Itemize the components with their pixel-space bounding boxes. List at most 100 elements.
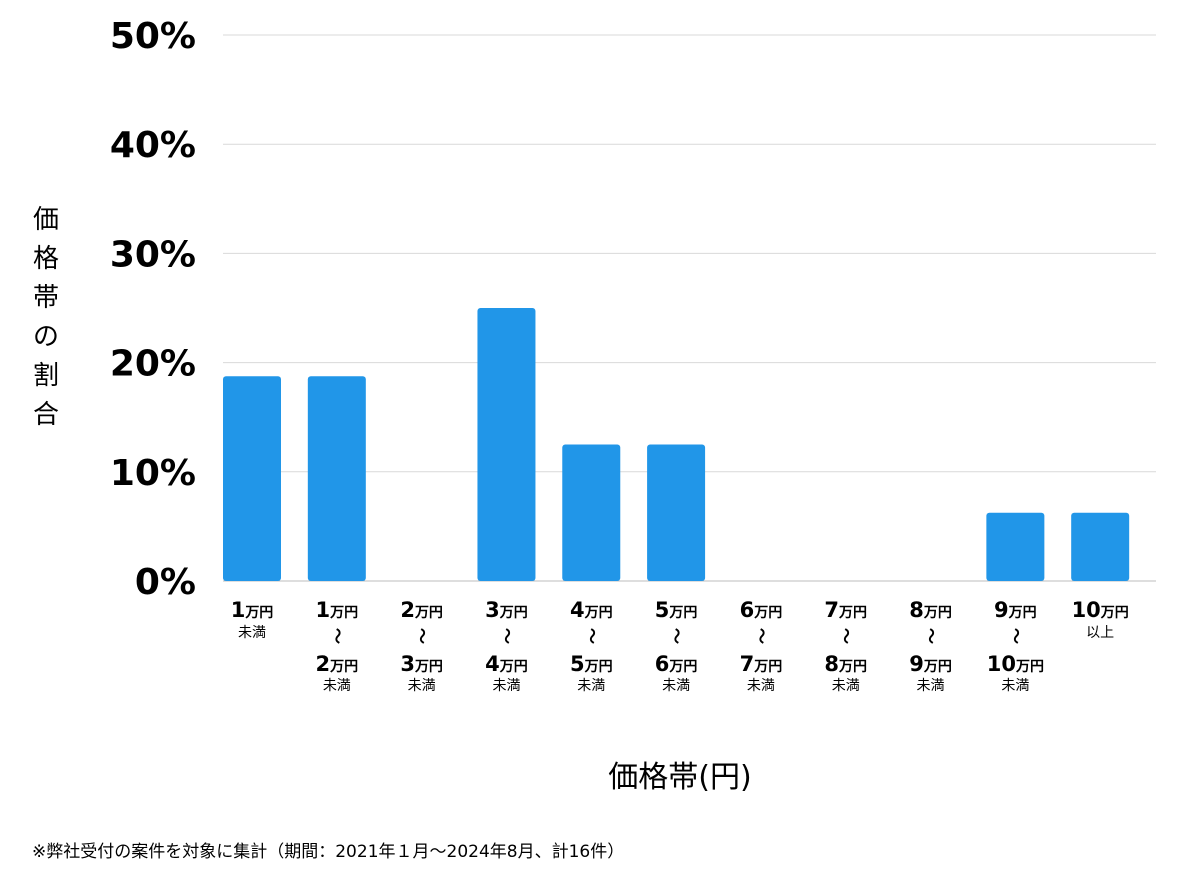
category-to-unit: 万円 — [584, 659, 613, 675]
category-from: 3万円 — [485, 598, 528, 622]
category-to-unit: 万円 — [329, 659, 358, 675]
category-to: 6万円 — [655, 652, 698, 676]
category-from-number: 2 — [400, 598, 415, 622]
category-from: 10万円 — [1072, 598, 1129, 622]
category-from-number: 4 — [570, 598, 585, 622]
category-suffix: 以上 — [1086, 625, 1114, 641]
category-to-number: 9 — [909, 652, 924, 676]
category-from-unit: 万円 — [1008, 605, 1037, 621]
category-range-mark: 〜 — [413, 628, 432, 644]
category-to-unit: 万円 — [499, 659, 528, 675]
category-to: 10万円 — [987, 652, 1044, 676]
y-axis-ticks: 0% 10% 20% 30% 40% 50% — [110, 16, 196, 603]
bar — [307, 376, 366, 581]
category-to-unit: 万円 — [923, 659, 952, 675]
category-from-number: 7 — [824, 598, 839, 622]
category-to: 9万円 — [909, 652, 952, 676]
y-axis-label-char: 合 — [33, 400, 59, 430]
category-from: 4万円 — [570, 598, 613, 622]
category-from-number: 1 — [231, 598, 246, 622]
y-tick-label: 0% — [135, 562, 196, 603]
category-to-number: 4 — [485, 652, 500, 676]
category-to-number: 2 — [316, 652, 331, 676]
category-to-unit: 万円 — [668, 659, 697, 675]
category-from-number: 8 — [909, 598, 924, 622]
bar — [986, 512, 1045, 581]
category-from-unit: 万円 — [244, 605, 273, 621]
bar — [477, 308, 536, 581]
category-from: 5万円 — [655, 598, 698, 622]
category-range-mark: 〜 — [667, 628, 686, 644]
category-from-number: 1 — [316, 598, 331, 622]
category-suffix: 未満 — [492, 678, 520, 694]
y-tick-label: 40% — [110, 125, 196, 166]
category-to: 5万円 — [570, 652, 613, 676]
category-suffix: 未満 — [917, 678, 945, 694]
category-to: 8万円 — [824, 652, 867, 676]
category-from: 8万円 — [909, 598, 952, 622]
y-tick-label: 30% — [110, 234, 196, 275]
category-to-number: 10 — [987, 652, 1016, 676]
bars — [223, 308, 1130, 581]
category-from-unit: 万円 — [923, 605, 952, 621]
footnote: ※弊社受付の案件を対象に集計（期間：2021年１月〜2024年8月、計16件） — [32, 842, 624, 862]
category-to: 7万円 — [740, 652, 783, 676]
category-from: 1万円 — [231, 598, 274, 622]
category-from-number: 9 — [994, 598, 1009, 622]
category-from-unit: 万円 — [1100, 605, 1129, 621]
category-from-unit: 万円 — [584, 605, 613, 621]
category-to-number: 8 — [824, 652, 839, 676]
category-range-mark: 〜 — [837, 628, 856, 644]
category-range-mark: 〜 — [752, 628, 771, 644]
x-axis-label: 価格帯(円) — [608, 760, 751, 795]
bar — [562, 444, 621, 581]
category-suffix: 未満 — [577, 678, 605, 694]
category-suffix: 未満 — [238, 625, 266, 641]
category-to-number: 6 — [655, 652, 670, 676]
y-axis-label-char: 格 — [33, 244, 59, 274]
category-from-number: 6 — [740, 598, 755, 622]
y-axis-label-char: 割 — [33, 361, 59, 391]
category-from-unit: 万円 — [414, 605, 443, 621]
category-suffix: 未満 — [662, 678, 690, 694]
category-to-unit: 万円 — [1015, 659, 1044, 675]
category-to-unit: 万円 — [753, 659, 782, 675]
category-suffix: 未満 — [323, 678, 351, 694]
bar — [647, 444, 706, 581]
x-axis-category-labels: 1万円未満1万円〜2万円未満2万円〜3万円未満3万円〜4万円未満4万円〜5万円未… — [231, 598, 1129, 694]
category-from: 2万円 — [400, 598, 443, 622]
category-from-unit: 万円 — [329, 605, 358, 621]
y-tick-label: 20% — [110, 344, 196, 385]
category-from-number: 3 — [485, 598, 500, 622]
category-to-unit: 万円 — [414, 659, 443, 675]
category-from-unit: 万円 — [499, 605, 528, 621]
category-suffix: 未満 — [747, 678, 775, 694]
category-range-mark: 〜 — [1006, 628, 1025, 644]
y-axis-label-char: の — [33, 322, 59, 352]
bar — [1071, 512, 1130, 581]
category-to-number: 7 — [740, 652, 755, 676]
category-suffix: 未満 — [832, 678, 860, 694]
category-from-number: 5 — [655, 598, 670, 622]
category-from-unit: 万円 — [753, 605, 782, 621]
bar — [223, 376, 281, 581]
category-range-mark: 〜 — [922, 628, 941, 644]
category-range-mark: 〜 — [328, 628, 347, 644]
category-range-mark: 〜 — [582, 628, 601, 644]
category-to: 2万円 — [316, 652, 359, 676]
category-from: 6万円 — [740, 598, 783, 622]
y-tick-label: 50% — [110, 16, 196, 57]
category-from-number: 10 — [1072, 598, 1101, 622]
category-range-mark: 〜 — [497, 628, 516, 644]
